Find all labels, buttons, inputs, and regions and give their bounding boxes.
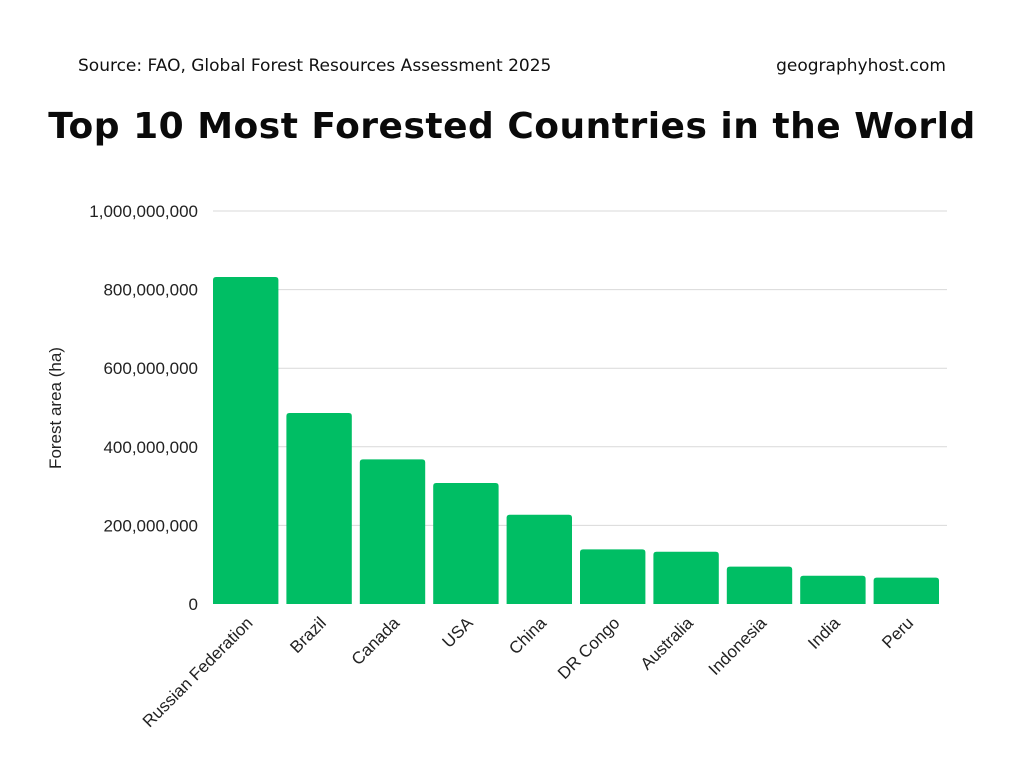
bar-australia	[653, 551, 719, 604]
bar-china	[506, 514, 572, 604]
x-tick-label: Indonesia	[705, 613, 771, 679]
y-tick-label: 200,000,000	[103, 516, 198, 535]
bar-usa	[433, 482, 499, 604]
bar-brazil	[286, 413, 352, 604]
bar-india	[800, 575, 866, 604]
x-tick-label: India	[804, 613, 844, 653]
bar-canada	[359, 459, 426, 604]
bar-indonesia	[726, 566, 793, 604]
y-tick-label: 1,000,000,000	[89, 202, 198, 221]
bar-dr-congo	[580, 549, 646, 604]
x-tick-label: Canada	[348, 613, 404, 669]
x-tick-label: Russian Federation	[139, 613, 257, 731]
y-tick-label: 400,000,000	[103, 438, 198, 457]
bar-peru	[873, 577, 939, 604]
source-note: Source: FAO, Global Forest Resources Ass…	[78, 56, 552, 76]
x-tick-label: USA	[439, 613, 478, 652]
bar-russian-federation	[213, 277, 279, 604]
site-credit: geographyhost.com	[776, 56, 946, 76]
chart-title: Top 10 Most Forested Countries in the Wo…	[48, 106, 976, 147]
y-tick-label: 600,000,000	[103, 359, 198, 378]
bars	[213, 277, 939, 604]
y-axis-label: Forest area (ha)	[46, 347, 65, 469]
x-tick-labels: Russian Federation Brazil Canada USA China DR…	[139, 613, 917, 731]
x-tick-label: China	[505, 613, 550, 658]
y-tick-label: 800,000,000	[103, 281, 198, 300]
x-tick-label: Brazil	[286, 613, 329, 656]
x-tick-label: Peru	[878, 613, 917, 652]
y-tick-labels: 0 200,000,000 400,000,000 600,000,000 800,00…	[89, 202, 198, 614]
x-tick-label: Australia	[637, 613, 698, 674]
y-tick-label: 0	[189, 595, 198, 614]
x-tick-label: DR Congo	[554, 613, 624, 683]
